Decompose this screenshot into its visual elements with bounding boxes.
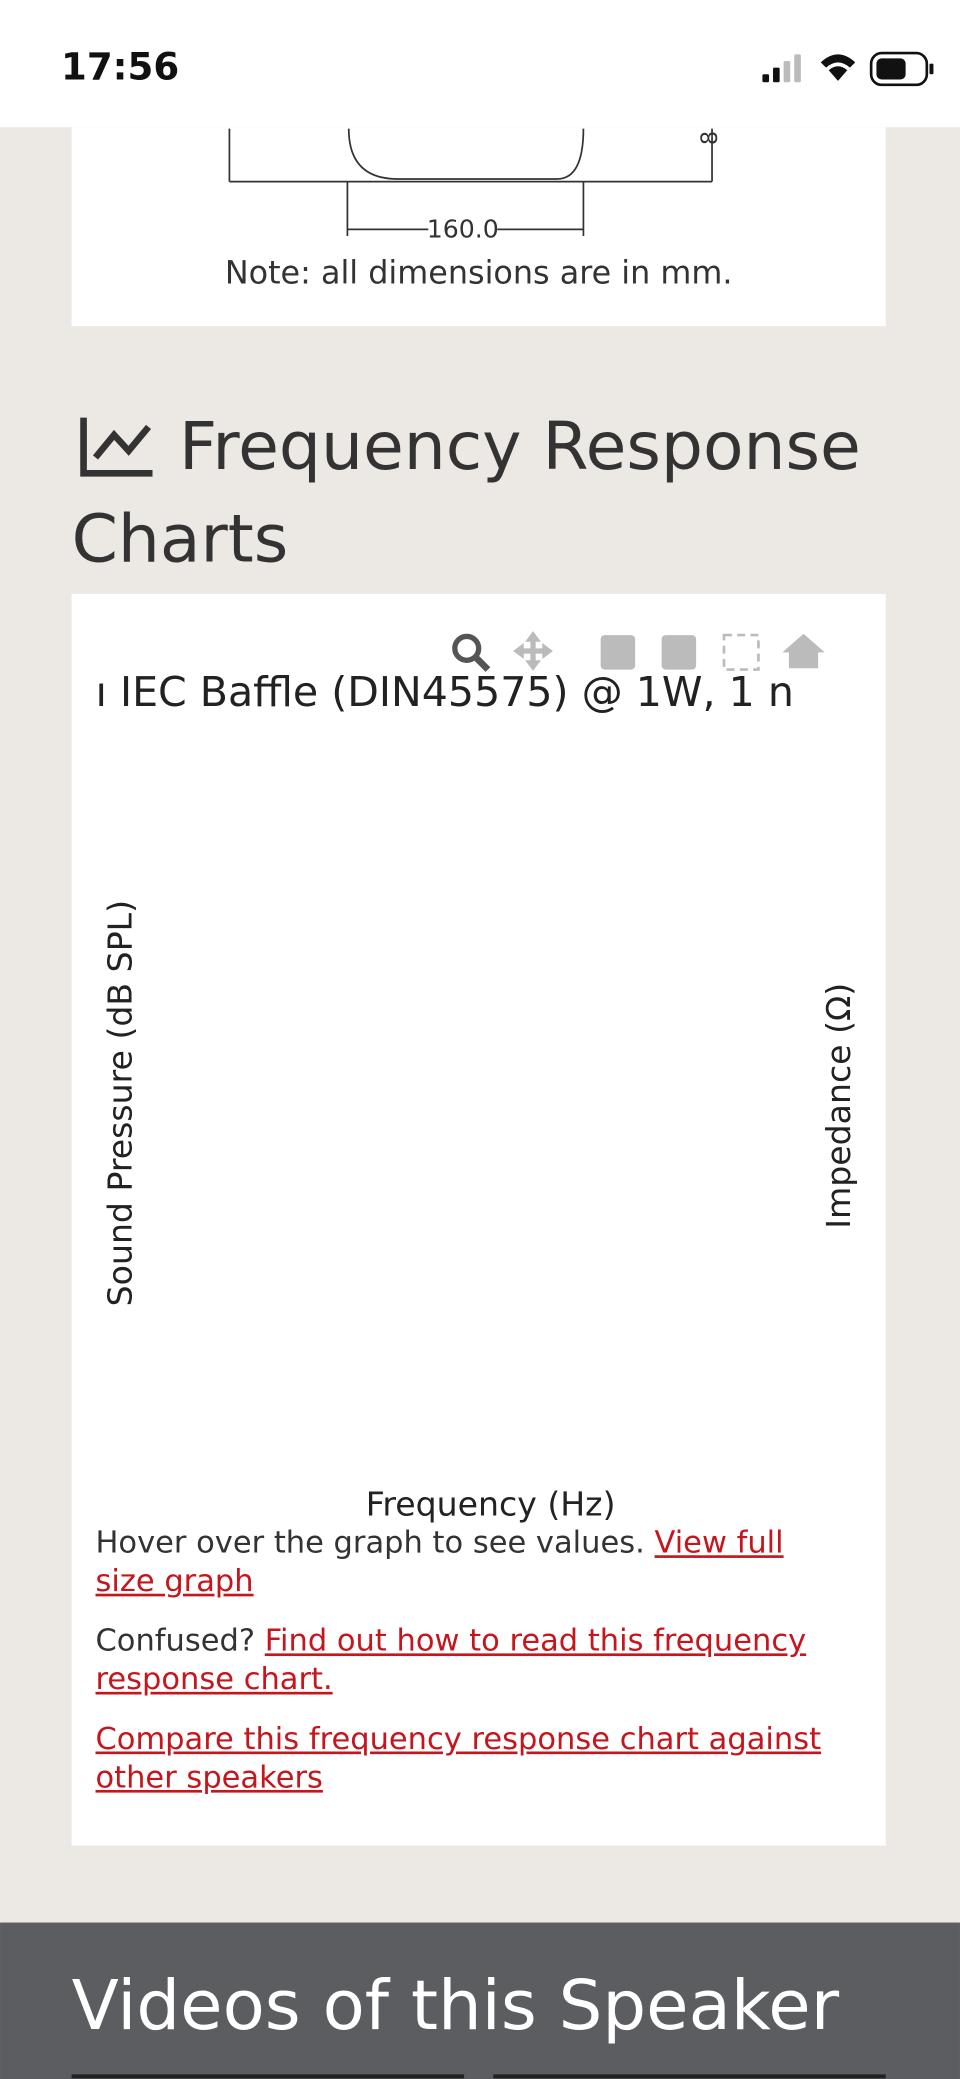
- dimension-label-bg: [428, 216, 498, 243]
- chart-title: ı IEC Baffle (DIN45575) @ 1W, 1 n: [95, 668, 793, 716]
- reset-button[interactable]: [782, 630, 824, 672]
- chart-card: [71, 594, 886, 1846]
- autoscale-button[interactable]: [720, 630, 762, 672]
- zoom-in-button[interactable]: [597, 630, 639, 672]
- hover-note: Hover over the graph to see values. View…: [95, 1525, 851, 1602]
- chart-icon: [80, 417, 153, 477]
- side-dimension-label: 8: [697, 131, 723, 145]
- confused-text: Confused?: [95, 1624, 256, 1659]
- full-size-link[interactable]: View full size graph: [95, 1526, 784, 1600]
- how-to-read-link[interactable]: Find out how to read this frequency resp…: [95, 1624, 807, 1698]
- y-axis-title: Sound Pressure (dB SPL): [101, 900, 140, 1306]
- section-heading: Charts: [72, 500, 289, 578]
- compare-note: Compare this frequency response chart ag…: [95, 1721, 851, 1798]
- dimension-note: Note: all dimensions are in mm.: [225, 253, 733, 291]
- footer-title: Videos of this Speaker: [72, 1966, 840, 2046]
- y2-axis-title: Impedance (Ω): [819, 983, 858, 1229]
- confused-note: Confused? Find out how to read this freq…: [95, 1623, 851, 1700]
- hover-text: Hover over the graph to see values.: [95, 1526, 645, 1561]
- x-axis-title: Frequency (Hz): [366, 1485, 616, 1524]
- notes: Hover over the graph to see values. View…: [95, 1525, 851, 1798]
- zoom-button[interactable]: [448, 630, 490, 672]
- footer: [0, 1922, 960, 2079]
- zoom-out-button[interactable]: [658, 630, 700, 672]
- dimension-drawing: [228, 128, 713, 237]
- section-heading: Frequency Response: [179, 407, 861, 485]
- modebar: [452, 631, 825, 672]
- clock: 17:56: [61, 45, 179, 88]
- dimension-label: 160.0: [427, 215, 499, 244]
- compare-link[interactable]: Compare this frequency response chart ag…: [95, 1722, 822, 1796]
- status-icons: [762, 51, 934, 87]
- pan-button[interactable]: [512, 630, 554, 672]
